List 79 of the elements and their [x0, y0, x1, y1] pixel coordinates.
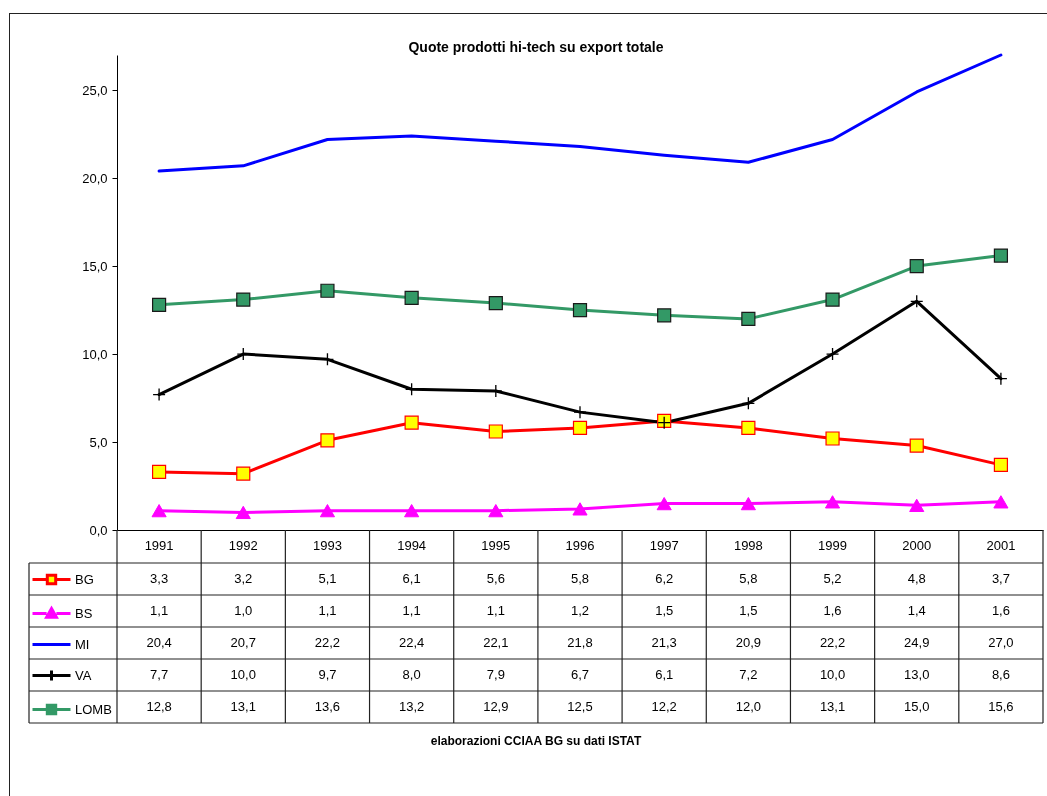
x-tick-label: 1993 — [312, 537, 342, 553]
data-label: 1,1 — [486, 603, 505, 618]
data-label: 7,2 — [739, 667, 758, 682]
data-label: 5,8 — [570, 571, 590, 586]
y-tick-label: 15,0 — [82, 258, 108, 274]
data-label: 20,4 — [146, 635, 172, 650]
data-label: 9,7 — [318, 667, 337, 682]
data-label: 1,4 — [907, 603, 926, 618]
data-label: 24,9 — [904, 635, 930, 650]
data-label: 3,3 — [150, 571, 169, 586]
x-tick-label: 1991 — [144, 537, 174, 553]
data-label: 6,1 — [655, 667, 674, 682]
data-label: 13,2 — [398, 699, 425, 714]
data-label: 5,2 — [823, 571, 842, 586]
data-label: 10,0 — [819, 667, 846, 682]
data-label: 6,2 — [655, 571, 674, 586]
data-label: 8,6 — [991, 667, 1010, 682]
data-label: 7,7 — [150, 667, 169, 682]
x-tick-label: 1998 — [733, 537, 763, 553]
data-label: 20,7 — [230, 635, 256, 650]
data-label: 1,5 — [655, 603, 674, 618]
data-label: 1,0 — [234, 603, 253, 618]
data-label: 1,6 — [991, 603, 1010, 618]
text: elaborazioni CCIAA BG su dati ISTAT — [430, 734, 642, 748]
data-label: 15,0 — [904, 699, 930, 714]
x-tick-label: 1997 — [649, 537, 679, 553]
data-label: 13,1 — [819, 699, 846, 714]
x-tick-label: 1994 — [397, 537, 427, 553]
y-tick-label: 5,0 — [89, 434, 108, 450]
data-label: 1,6 — [823, 603, 842, 618]
data-label: 13,6 — [314, 699, 341, 714]
data-label: 3,2 — [234, 571, 253, 586]
chart-title: Quote prodotti hi-tech su export totale — [408, 38, 664, 55]
legend-label: BG — [75, 571, 94, 587]
data-label: 27,0 — [988, 635, 1014, 650]
data-label: 15,6 — [988, 699, 1014, 714]
data-label: 4,8 — [907, 571, 926, 586]
legend-label: BS — [75, 605, 93, 621]
data-label: 13,1 — [230, 699, 256, 714]
data-label: 1,1 — [150, 603, 169, 618]
x-tick-label: 1996 — [565, 537, 595, 553]
data-label: 10,0 — [230, 667, 256, 682]
data-label: 7,9 — [486, 667, 505, 682]
data-label: 12,2 — [651, 699, 677, 714]
data-label: 13,0 — [904, 667, 930, 682]
x-tick-label: 2001 — [986, 537, 1016, 553]
data-label: 8,0 — [402, 667, 421, 682]
legend-label: LOMB — [75, 701, 112, 717]
data-label: 5,8 — [739, 571, 758, 586]
data-label: 5,1 — [318, 571, 337, 586]
x-tick-label: 1995 — [481, 537, 511, 553]
data-label: 22,2 — [314, 635, 341, 650]
data-label: 12,5 — [567, 699, 593, 714]
data-label: 21,8 — [567, 635, 593, 650]
data-label: 12,8 — [146, 699, 172, 714]
y-tick-label: 10,0 — [82, 346, 108, 362]
x-tick-label: 1992 — [228, 537, 258, 553]
legend-label: VA — [75, 667, 92, 683]
data-label: 1,5 — [739, 603, 758, 618]
y-tick-label: 25,0 — [82, 82, 108, 98]
x-tick-label: 1999 — [818, 537, 848, 553]
x-tick-label: 2000 — [902, 537, 932, 553]
data-label: 12,9 — [483, 699, 509, 714]
y-tick-label: 0,0 — [89, 522, 108, 538]
data-label: 1,1 — [402, 603, 421, 618]
data-label: 5,6 — [486, 571, 505, 586]
data-label: 22,1 — [483, 635, 509, 650]
data-label: 21,3 — [651, 635, 677, 650]
data-label: 22,4 — [398, 635, 425, 650]
data-label: 1,2 — [570, 603, 590, 618]
data-label: 1,1 — [318, 603, 337, 618]
legend-label: MI — [75, 636, 90, 652]
y-tick-label: 20,0 — [82, 170, 108, 186]
data-label: 22,2 — [819, 635, 846, 650]
data-label: 3,7 — [991, 571, 1010, 586]
data-label: 6,7 — [570, 667, 590, 682]
data-label: 20,9 — [735, 635, 762, 650]
data-label: 12,0 — [735, 699, 762, 714]
data-label: 6,1 — [402, 571, 421, 586]
